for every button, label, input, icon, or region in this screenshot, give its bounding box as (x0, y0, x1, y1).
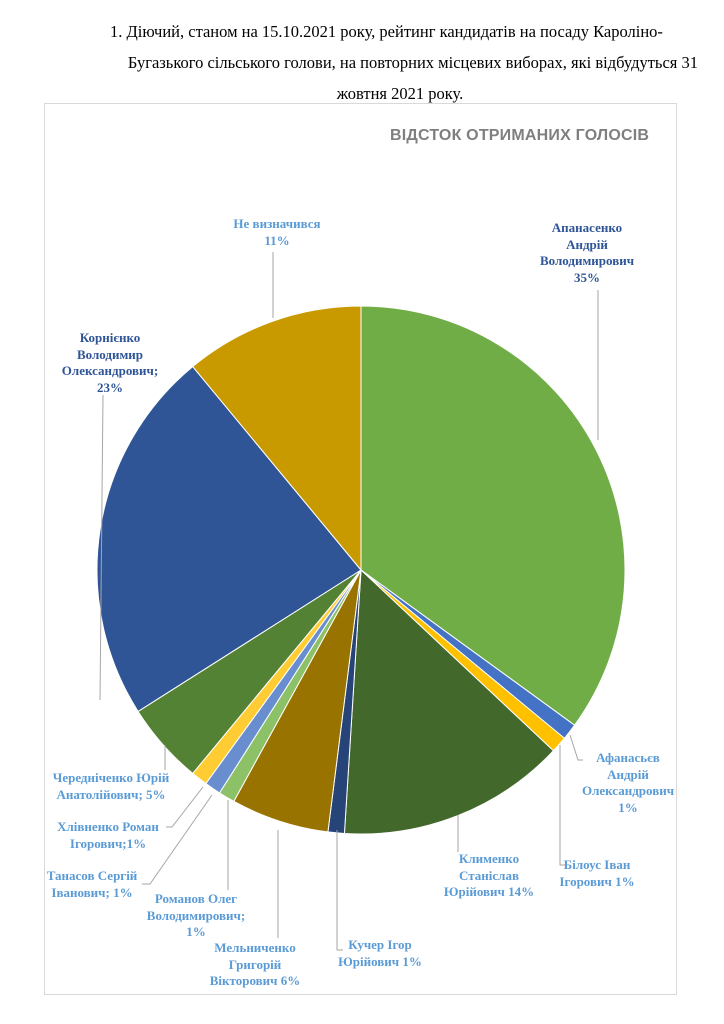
data-label: Білоус Іван Ігорович 1% (559, 857, 635, 889)
pie-slice (192, 305, 362, 572)
data-label: Танасов Сергій Іванович; 1% (46, 868, 138, 900)
data-label: Мельниченко Григорій Вікторович 6% (209, 940, 301, 988)
data-label: Афанасьєв Андрій Олександрович 1% (581, 750, 675, 815)
heading-line-2: Бугазького сільського голови, на повторн… (127, 53, 698, 72)
chart-title: ВІДСТОК ОТРИМАНИХ ГОЛОСІВ (390, 127, 650, 144)
document-heading: 1. Діючий, станом на 15.10.2021 року, ре… (100, 16, 700, 109)
leader-line (142, 794, 213, 885)
leader-line (336, 830, 343, 951)
pie-slice (360, 305, 626, 726)
heading-line-1: 1. Діючий, станом на 15.10.2021 року, ре… (110, 22, 663, 41)
data-label: Кучер Ігор Юрійович 1% (338, 937, 422, 969)
leader-line (559, 745, 565, 866)
leader-line (99, 394, 104, 701)
chart-frame (44, 103, 677, 995)
leader-line (569, 734, 583, 761)
heading-line-3: жовтня 2021 року. (336, 84, 464, 103)
data-label: Корнієнко Володимир Олександрович; 23% (61, 330, 159, 395)
data-label: Не визначився 11% (233, 216, 321, 248)
data-label: Клименко Станіслав Юрійович 14% (443, 851, 535, 899)
data-label: Апанасенко Андрій Володимирович 35% (539, 220, 635, 285)
leader-line (166, 786, 204, 828)
pie-slice (96, 365, 362, 713)
data-label: Романов Олег Володимирович; 1% (146, 891, 246, 939)
data-label: Хлівненко Роман Ігорович;1% (57, 819, 159, 851)
data-label: Чередніченко Юрій Анатолійович; 5% (52, 770, 170, 802)
